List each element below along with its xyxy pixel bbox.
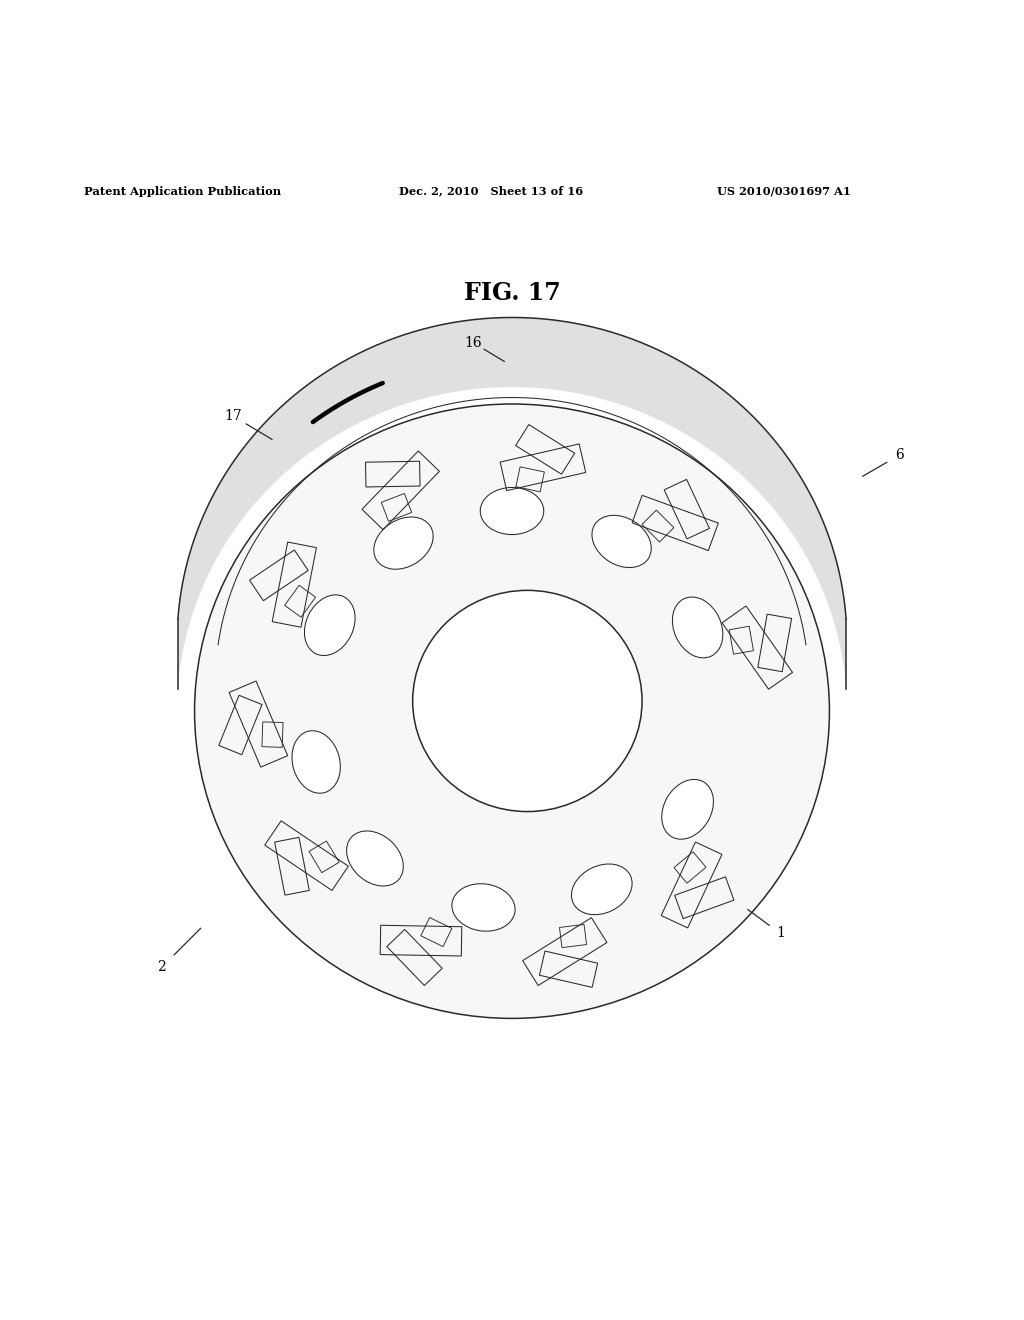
Ellipse shape — [662, 779, 714, 840]
Ellipse shape — [571, 865, 632, 915]
Text: US 2010/0301697 A1: US 2010/0301697 A1 — [717, 186, 851, 197]
Text: 17: 17 — [224, 409, 243, 424]
Ellipse shape — [673, 597, 723, 657]
Text: 1: 1 — [776, 927, 784, 940]
Text: Dec. 2, 2010   Sheet 13 of 16: Dec. 2, 2010 Sheet 13 of 16 — [399, 186, 584, 197]
Ellipse shape — [374, 517, 433, 569]
Ellipse shape — [195, 404, 829, 1019]
Ellipse shape — [346, 832, 403, 886]
Ellipse shape — [452, 883, 515, 931]
Text: 2: 2 — [158, 960, 166, 974]
Text: 16: 16 — [464, 335, 482, 350]
Ellipse shape — [413, 590, 642, 812]
Ellipse shape — [304, 595, 355, 656]
Polygon shape — [178, 318, 846, 689]
Text: 6: 6 — [895, 449, 903, 462]
Text: Patent Application Publication: Patent Application Publication — [84, 186, 282, 197]
Ellipse shape — [480, 487, 544, 535]
Text: FIG. 17: FIG. 17 — [464, 281, 560, 305]
Ellipse shape — [592, 515, 651, 568]
Ellipse shape — [292, 731, 340, 793]
